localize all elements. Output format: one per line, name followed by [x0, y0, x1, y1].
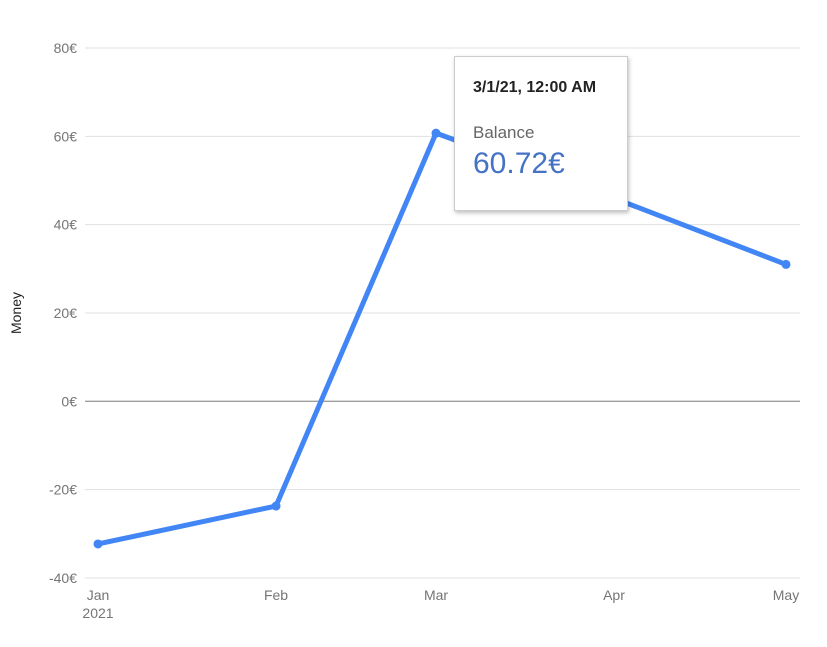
x-tick-label: Apr: [603, 587, 625, 603]
tooltip: 3/1/21, 12:00 AM Balance 60.72€: [454, 56, 628, 211]
tooltip-value: 60.72€: [473, 147, 565, 180]
data-point[interactable]: [431, 128, 441, 138]
y-tick-label: 60€: [54, 128, 78, 144]
y-tick-label: 80€: [54, 40, 78, 56]
y-tick-label: -40€: [49, 570, 77, 586]
y-axis-label: Money: [8, 292, 24, 334]
series-line-balance[interactable]: [95, 130, 789, 547]
grid-lines: [85, 47, 800, 579]
tooltip-series-name: Balance: [473, 123, 535, 142]
series-group[interactable]: [93, 128, 791, 549]
y-tick-label: 0€: [61, 393, 77, 409]
y-tick-label: -20€: [49, 482, 77, 498]
y-tick-label: 20€: [54, 305, 78, 321]
x-tick-label: Mar: [424, 587, 448, 603]
x-tick-sublabel: 2021: [82, 605, 113, 621]
data-point[interactable]: [271, 501, 281, 511]
y-tick-label: 40€: [54, 217, 78, 233]
data-point[interactable]: [781, 259, 791, 269]
x-tick-labels: Jan 2021 Feb Mar Apr May: [82, 587, 799, 621]
x-tick-label: Jan: [87, 587, 110, 603]
y-tick-labels: 80€ 60€ 40€ 20€ 0€ -20€ -40€: [49, 40, 77, 586]
tooltip-title: 3/1/21, 12:00 AM: [473, 79, 597, 96]
x-tick-label: May: [773, 587, 799, 603]
x-tick-label: Feb: [264, 587, 288, 603]
data-point[interactable]: [93, 539, 103, 549]
